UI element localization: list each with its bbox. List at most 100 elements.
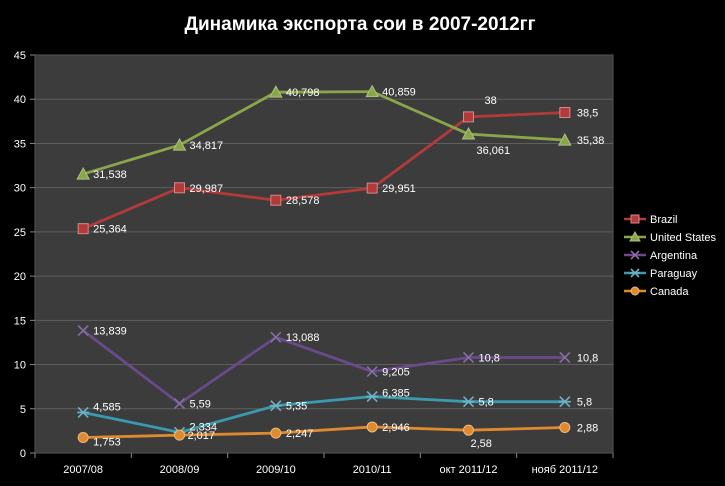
y-tick-label: 20 [14, 271, 26, 283]
data-point [77, 431, 89, 443]
legend-marker [630, 286, 640, 296]
series-canada: 1,753 2,017 2,247 2,946 2,58 2,88 [77, 421, 598, 450]
data-point [77, 325, 89, 337]
legend-label: Brazil [650, 214, 678, 226]
data-point [270, 427, 282, 439]
series-line [82, 90, 565, 176]
legend-item: United States [624, 230, 717, 244]
data-label: 2,334 [190, 421, 218, 433]
data-label: 36,061 [477, 145, 511, 157]
data-label: 13,088 [286, 332, 320, 344]
data-label: 38,5 [577, 107, 598, 119]
data-label: 40,798 [286, 87, 320, 99]
data-point [174, 182, 185, 194]
data-point [558, 396, 571, 408]
series-line [82, 111, 565, 230]
plot-area [34, 54, 614, 454]
series-line [83, 425, 565, 439]
x-tick-label: окт 2011/12 [439, 464, 497, 476]
data-label: 2,946 [382, 422, 410, 434]
data-label: 5,8 [479, 397, 494, 409]
data-label: 10,8 [479, 352, 500, 364]
x-tick-label: 2009/10 [256, 464, 296, 476]
data-point [462, 396, 475, 408]
data-point [366, 390, 379, 403]
data-label: 5,59 [190, 399, 211, 411]
data-label: 35,38 [577, 135, 605, 147]
data-label: 29,987 [190, 183, 224, 195]
data-label: 2,247 [286, 428, 314, 440]
y-tick-label: 30 [14, 183, 26, 195]
data-point [269, 400, 282, 412]
data-label: 5,8 [577, 397, 592, 409]
data-label: 13,839 [93, 326, 127, 338]
gridlines [35, 98, 613, 410]
legend-label: Paraguay [650, 268, 698, 280]
data-point [173, 397, 186, 410]
y-tick-label: 40 [14, 94, 26, 106]
legend-label: Canada [650, 286, 689, 298]
series-united-states: 31,538 34,817 40,798 40,859 36,061 35,38 [76, 84, 605, 181]
legend-label: United States [650, 232, 717, 244]
data-label: 1,753 [93, 436, 121, 448]
data-label: 10,8 [577, 352, 598, 364]
data-point [77, 406, 90, 419]
data-label: 4,585 [93, 401, 121, 413]
series-line [82, 395, 565, 434]
data-label: 34,817 [190, 140, 224, 152]
legend-marker [630, 214, 640, 224]
x-axis: 2007/08 2008/09 2009/10 2010/11 окт 2011/12 н… [34, 453, 614, 476]
data-label: 2,88 [577, 423, 598, 435]
y-tick-label: 10 [14, 360, 26, 372]
legend-item: Brazil [624, 214, 678, 226]
data-point [172, 138, 187, 151]
data-label: 38 [485, 95, 497, 107]
data-point [559, 422, 571, 434]
data-point [270, 194, 282, 206]
y-tick-label: 5 [20, 404, 26, 416]
data-point [559, 106, 571, 118]
legend-label: Argentina [650, 250, 698, 262]
x-tick-label: 2008/09 [160, 464, 200, 476]
data-point [365, 84, 380, 98]
data-point [463, 424, 474, 436]
data-label: 6,385 [382, 388, 410, 400]
data-label: 9,205 [382, 367, 410, 379]
legend-item: Paraguay [624, 268, 698, 280]
data-point [77, 223, 89, 235]
data-point [557, 133, 572, 146]
data-point [366, 421, 378, 433]
chart-title: Динамика экспорта сои в 2007-2012гг [184, 14, 535, 35]
series-argentina: 13,839 5,59 13,088 9,205 10,8 10,8 [77, 325, 598, 411]
data-label: 28,578 [286, 195, 320, 207]
legend-item: Canada [624, 286, 689, 298]
legend-marker [630, 268, 640, 278]
y-tick-label: 0 [20, 448, 26, 460]
y-tick-label: 35 [14, 138, 26, 150]
data-label: 5,35 [286, 401, 307, 413]
legend-item: Argentina [624, 250, 698, 262]
data-point [76, 167, 91, 180]
series-brazil: 25,364 29,987 28,578 29,951 38 38,5 [77, 95, 598, 236]
x-tick-label: нояб 2011/12 [532, 464, 598, 476]
y-axis: 0 5 10 15 20 25 30 35 40 45 [14, 50, 35, 460]
data-point [268, 85, 283, 98]
data-point [463, 111, 474, 123]
legend-marker [630, 250, 640, 260]
data-point [462, 351, 475, 364]
data-point [270, 331, 282, 343]
y-tick-label: 45 [14, 50, 26, 62]
data-label: 2,017 [188, 430, 216, 442]
data-point [366, 366, 378, 378]
legend-marker [629, 230, 641, 242]
legend: Brazil United States Argentina Paraguay Cana… [624, 214, 717, 298]
data-point [174, 429, 185, 441]
x-tick-label: 2010/11 [353, 464, 392, 476]
data-label: 25,364 [93, 224, 127, 236]
series-line [82, 329, 565, 405]
x-tick-label: 2007/08 [63, 464, 103, 476]
y-tick-label: 25 [14, 227, 26, 239]
data-label: 40,859 [382, 87, 416, 99]
data-label: 29,951 [382, 183, 416, 195]
